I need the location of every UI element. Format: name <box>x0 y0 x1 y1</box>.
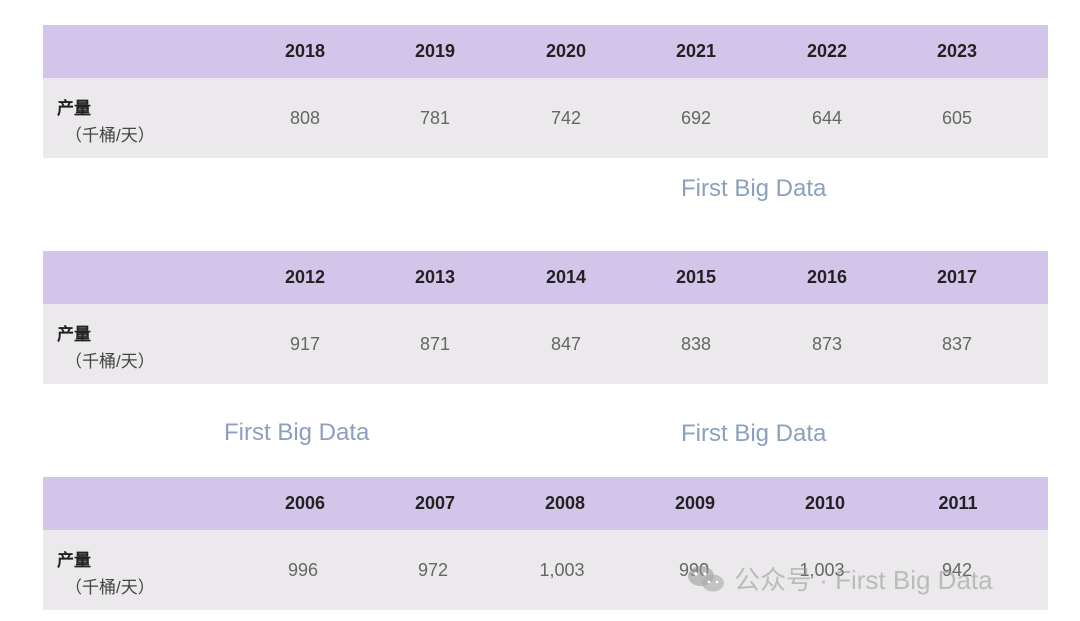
year-header: 2017 <box>936 267 978 287</box>
table-cell: 1,003 <box>799 560 845 580</box>
table-cell: 942 <box>941 560 973 580</box>
table-cell: 837 <box>941 334 973 354</box>
table-cell: 605 <box>941 108 973 128</box>
table-cell: 808 <box>289 108 321 128</box>
watermark: First Big Data <box>681 175 827 202</box>
production-table-2018-2023: 2018 2019 2020 2021 2022 2023 产量 （千桶/天） … <box>43 25 1048 158</box>
year-header: 2006 <box>284 493 326 513</box>
table-cell: 644 <box>811 108 843 128</box>
table-cell: 1,003 <box>539 560 585 580</box>
watermark: First Big Data <box>681 420 827 447</box>
row-label: 产量 <box>57 325 91 344</box>
table-cell: 873 <box>811 334 843 354</box>
year-header: 2010 <box>804 493 846 513</box>
table-row: 产量 （千桶/天） 996 972 1,003 990 1,003 942 <box>43 530 1048 610</box>
year-header: 2023 <box>936 41 978 61</box>
row-unit: （千桶/天） <box>65 126 155 145</box>
table-cell: 871 <box>419 334 451 354</box>
wechat-icon <box>688 565 724 591</box>
table-cell: 847 <box>550 334 582 354</box>
year-header: 2020 <box>545 41 587 61</box>
table-cell: 742 <box>550 108 582 128</box>
production-table-2006-2011: 2006 2007 2008 2009 2010 2011 产量 （千桶/天） … <box>43 477 1048 610</box>
table-cell: 972 <box>417 560 449 580</box>
year-header: 2013 <box>414 267 456 287</box>
year-header: 2021 <box>675 41 717 61</box>
year-header: 2011 <box>938 493 978 513</box>
year-header: 2009 <box>674 493 716 513</box>
row-unit: （千桶/天） <box>65 578 155 597</box>
table-cell: 692 <box>680 108 712 128</box>
year-header: 2008 <box>544 493 586 513</box>
table-row: 产量 （千桶/天） 808 781 742 692 644 605 <box>43 78 1048 158</box>
table-header-row: 2012 2013 2014 2015 2016 2017 <box>43 251 1048 304</box>
year-header: 2014 <box>545 267 587 287</box>
table-row: 产量 （千桶/天） 917 871 847 838 873 837 <box>43 304 1048 384</box>
table-cell: 838 <box>680 334 712 354</box>
wechat-watermark-text: 公众号 · First Big Data <box>734 565 993 595</box>
production-table-2012-2017: 2012 2013 2014 2015 2016 2017 产量 （千桶/天） … <box>43 251 1048 384</box>
wechat-watermark: 公众号 · First Big Data <box>686 560 993 597</box>
table-cell: 781 <box>419 108 451 128</box>
year-header: 2015 <box>675 267 717 287</box>
row-unit: （千桶/天） <box>65 352 155 371</box>
year-header: 2019 <box>414 41 456 61</box>
year-header: 2012 <box>284 267 326 287</box>
table-header-row: 2018 2019 2020 2021 2022 2023 <box>43 25 1048 78</box>
watermark: First Big Data <box>224 419 370 446</box>
year-header: 2022 <box>806 41 848 61</box>
table-header-row: 2006 2007 2008 2009 2010 2011 <box>43 477 1048 530</box>
table-cell: 917 <box>289 334 321 354</box>
year-header: 2007 <box>414 493 456 513</box>
row-label: 产量 <box>57 551 91 570</box>
year-header: 2016 <box>806 267 848 287</box>
row-label: 产量 <box>57 99 91 118</box>
year-header: 2018 <box>284 41 326 61</box>
table-cell: 996 <box>287 560 319 580</box>
